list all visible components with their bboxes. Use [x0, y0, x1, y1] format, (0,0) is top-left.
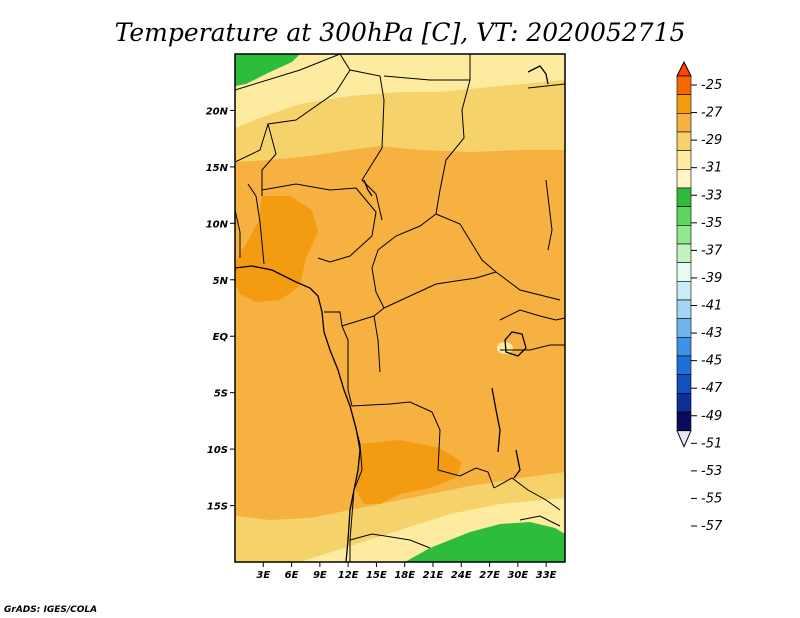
- chart-title: Temperature at 300hPa [C], VT: 202005271…: [115, 18, 686, 47]
- x-tick-label: 6E: [285, 570, 299, 581]
- colorbar-swatch: [676, 299, 692, 319]
- y-axis: 20N 15N 10N 5N EQ 5S 10S 15S: [206, 106, 235, 513]
- y-tick-label: 15N: [206, 163, 229, 174]
- colorbar-label: -53: [701, 464, 722, 479]
- field-pale-spot: [497, 342, 513, 354]
- x-tick-label: 9E: [313, 570, 327, 581]
- colorbar-swatch: [676, 75, 692, 95]
- x-tick-label: 18E: [394, 570, 415, 581]
- colorbar-swatch: [676, 243, 692, 263]
- colorbar-swatch: [676, 206, 692, 226]
- colorbar-label: -33: [701, 188, 722, 203]
- colorbar-label: -41: [701, 299, 722, 314]
- x-axis: 3E 6E 9E 12E 15E 18E 21E 24E 27E 30E 33E: [256, 562, 557, 581]
- colorbar-label: -31: [701, 161, 722, 176]
- map-plot: 3E 6E 9E 12E 15E 18E 21E 24E 27E 30E 33E 20N 15N 10N…: [206, 53, 566, 581]
- x-tick-label: 30E: [507, 570, 528, 581]
- colorbar-swatch: [676, 411, 692, 431]
- colorbar-label: -39: [701, 271, 722, 286]
- field-cold-pocket-nw: [235, 54, 300, 86]
- field-pale-band: [235, 54, 565, 128]
- colorbar-swatch: [676, 187, 692, 207]
- x-tick-label: 21E: [423, 570, 444, 581]
- x-tick-label: 33E: [536, 570, 557, 581]
- colorbar-swatch: [676, 337, 692, 357]
- y-tick-label: 20N: [206, 106, 229, 117]
- field-cold-pocket-se: [405, 522, 565, 562]
- colorbar-label: -25: [701, 78, 722, 93]
- colorbar-swatch: [676, 393, 692, 413]
- colorbar-label: -57: [701, 519, 723, 534]
- colorbar-swatch: [676, 262, 692, 282]
- country-borders: [235, 54, 565, 562]
- colorbar-max-arrow: [676, 60, 692, 77]
- colorbar-swatch: [676, 281, 692, 301]
- colorbar-swatch: [676, 318, 692, 338]
- colorbar-label: -43: [701, 326, 722, 341]
- colorbar-swatch: [676, 169, 692, 189]
- colorbar-swatch: [676, 374, 692, 394]
- colorbar-label: -37: [701, 243, 723, 258]
- colorbar-swatch: [676, 225, 692, 245]
- colorbar-swatch: [676, 131, 692, 151]
- temperature-field: [235, 54, 565, 562]
- y-tick-label: 15S: [207, 502, 228, 513]
- colorbar-label: -55: [701, 491, 722, 506]
- field-warm-core-south: [356, 440, 462, 504]
- map-frame: [234, 53, 566, 563]
- colorbar-label: -27: [701, 106, 723, 121]
- colorbar-label: -29: [701, 133, 722, 148]
- colorbar-swatch: [676, 113, 692, 133]
- x-tick-label: 12E: [338, 570, 359, 581]
- y-tick-label: 5N: [213, 276, 229, 287]
- colorbar-swatch: [676, 355, 692, 375]
- y-tick-label: 5S: [214, 389, 228, 400]
- colorbar-label: -45: [701, 354, 722, 369]
- colorbar-label: -51: [701, 436, 722, 451]
- field-warm-core-west: [235, 196, 318, 302]
- credit-text: GrADS: IGES/COLA: [4, 605, 97, 615]
- colorbar-min-arrow: [676, 430, 692, 448]
- x-tick-label: 3E: [256, 570, 270, 581]
- x-tick-label: 27E: [479, 570, 500, 581]
- colorbar-label: -35: [701, 216, 722, 231]
- colorbar-swatch: [676, 94, 692, 114]
- x-tick-label: 15E: [366, 570, 387, 581]
- coastlines: [235, 65, 549, 562]
- colorbar-label: -47: [701, 381, 723, 396]
- y-tick-label: EQ: [213, 332, 229, 343]
- y-tick-label: 10N: [206, 219, 229, 230]
- y-tick-label: 10S: [207, 445, 228, 456]
- colorbar-label: -49: [701, 409, 722, 424]
- colorbar-swatch: [676, 150, 692, 170]
- x-tick-label: 24E: [451, 570, 472, 581]
- colorbar: -25 -27 -29 -31 -33 -35 -37 -39 -41 -43 -45 -47 -49 -…: [676, 60, 723, 534]
